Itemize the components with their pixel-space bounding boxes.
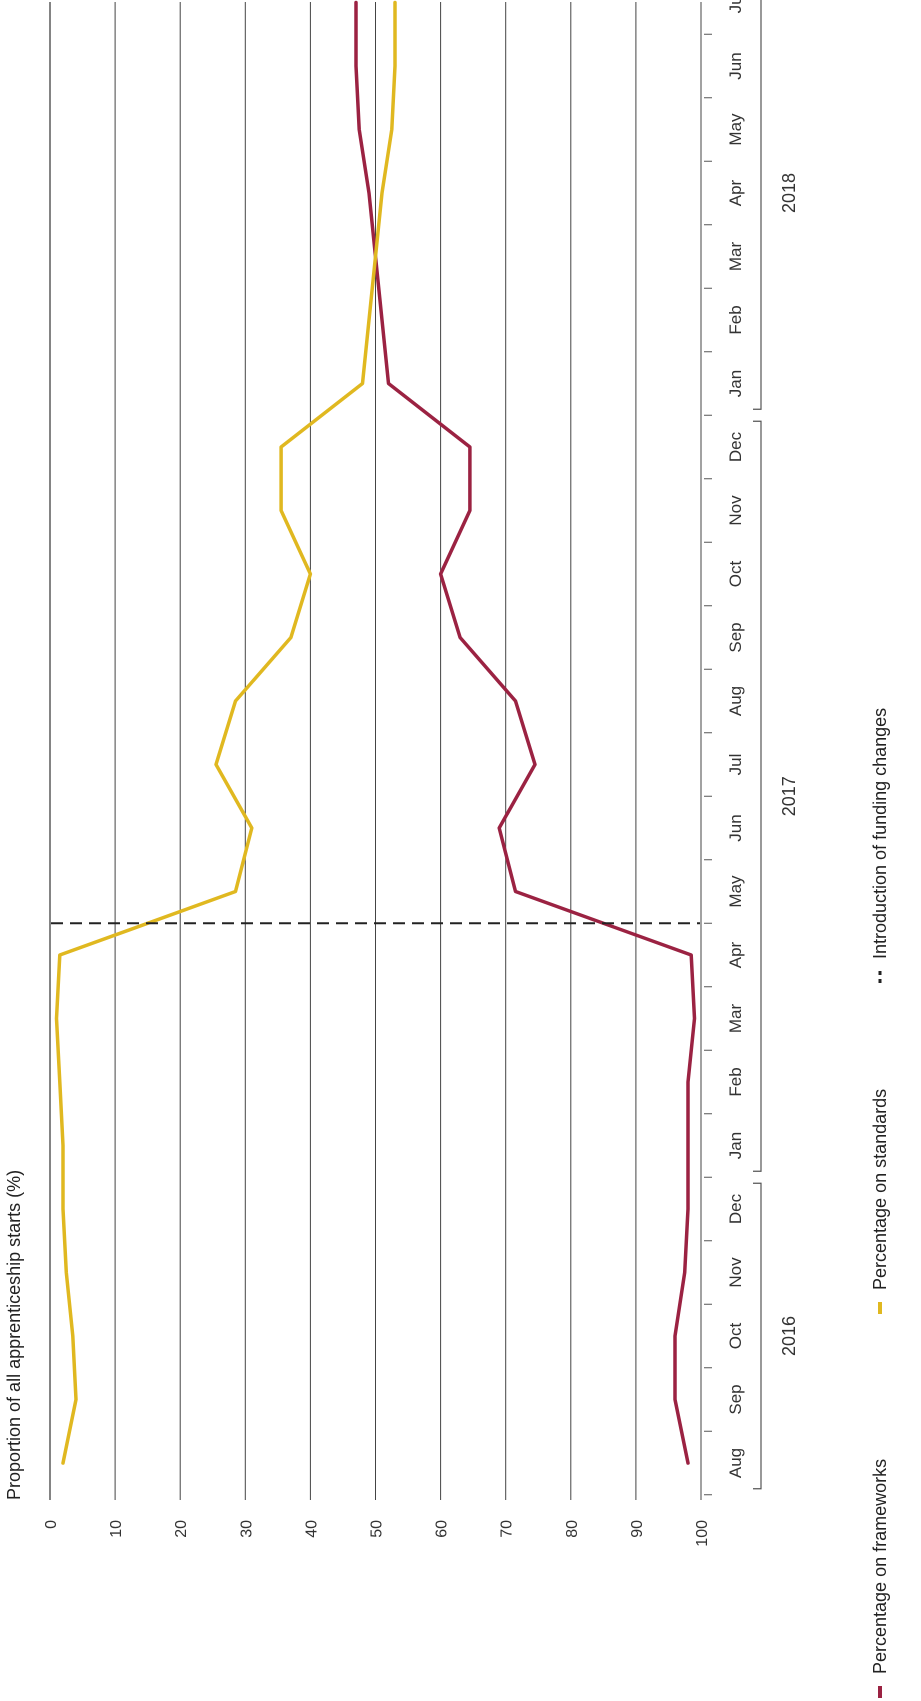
y-tick-label: 60 (434, 1520, 451, 1538)
x-tick-label: Jan (726, 370, 745, 397)
y-tick-label: 0 (43, 1520, 60, 1529)
x-tick-labels: Aug Sep Oct Nov Dec Jan Feb Mar Apr May Jun Jul Aug S… (704, 0, 745, 1496)
standards-line (54, 0, 397, 1465)
x-tick-label: Nov (726, 1257, 745, 1288)
x-tick-label: Nov (726, 495, 745, 526)
x-tick-label: Aug (726, 1448, 745, 1478)
y-tick-label: 50 (369, 1520, 386, 1538)
y-tick-label: 90 (629, 1520, 646, 1538)
y-tick-label: 20 (173, 1520, 190, 1538)
legend-label: Percentage on standards (870, 1089, 890, 1290)
grid-lines (49, 2, 702, 1500)
x-tick-label: May (726, 875, 745, 908)
legend-label: Percentage on frameworks (870, 1459, 890, 1674)
x-tick-label: Feb (726, 305, 745, 334)
x-tick-label: Dec (726, 1193, 745, 1224)
x-tick-label: Feb (726, 1067, 745, 1096)
x-tick-label: Sep (726, 1384, 745, 1414)
y-axis-label: Proportion of all apprenticeship starts … (4, 1170, 24, 1500)
y-tick-label: 10 (108, 1520, 125, 1538)
x-tick-label: Mar (726, 1004, 745, 1034)
x-tick-label: Aug (726, 686, 745, 716)
x-tick-label: Jul (726, 754, 745, 776)
year-groups: 2016 2017 2018 (753, 0, 799, 1490)
y-tick-label: 30 (238, 1520, 255, 1538)
x-tick-label: Sep (726, 622, 745, 652)
y-tick-label: 40 (303, 1520, 320, 1538)
x-tick-label: Jun (726, 52, 745, 79)
y-tick-labels: 0 10 20 30 40 50 60 70 80 90 100 (43, 1520, 711, 1547)
legend-label: Introduction of funding changes (870, 708, 890, 959)
y-tick-label: 100 (694, 1520, 711, 1547)
year-bracket (753, 1182, 762, 1490)
year-bracket (753, 420, 762, 1172)
x-tick-label: Dec (726, 431, 745, 462)
x-tick-label: Jan (726, 1132, 745, 1159)
x-tick-label: Apr (726, 941, 745, 968)
x-tick-label: Jun (726, 814, 745, 841)
x-tick-label: Oct (726, 1323, 745, 1350)
year-label: 2017 (779, 776, 799, 816)
x-tick-label: May (726, 113, 745, 146)
data-series (54, 0, 697, 1465)
frameworks-line (354, 0, 697, 1465)
year-label: 2018 (779, 173, 799, 213)
x-tick-label: Jul (726, 0, 745, 13)
y-tick-label: 80 (564, 1520, 581, 1538)
x-tick-label: Apr (726, 179, 745, 206)
year-bracket (753, 0, 762, 410)
y-tick-label: 70 (499, 1520, 516, 1538)
year-label: 2016 (779, 1316, 799, 1356)
legend: Percentage on frameworks Percentage on st… (870, 708, 890, 1698)
x-tick-label: Mar (726, 242, 745, 272)
x-tick-label: Oct (726, 561, 745, 588)
